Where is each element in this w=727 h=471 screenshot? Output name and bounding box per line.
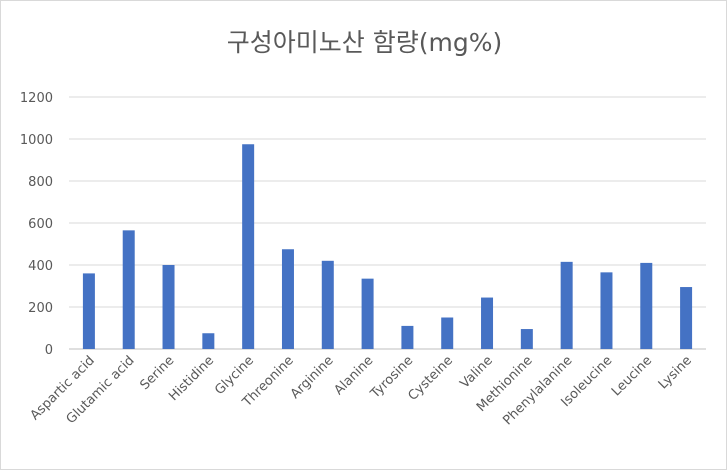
bar bbox=[441, 317, 454, 349]
chart-title: 구성아미노산 함량(mg%) bbox=[226, 28, 503, 57]
x-tick-label: Lysine bbox=[656, 353, 695, 392]
bar bbox=[680, 287, 693, 349]
x-tick-label: Phenylalanine bbox=[500, 353, 575, 428]
gridlines bbox=[69, 96, 706, 350]
bar bbox=[481, 297, 494, 349]
bars bbox=[82, 144, 693, 349]
y-tick-label: 0 bbox=[45, 343, 53, 358]
y-axis: 0 200 400 600 800 1000 1200 bbox=[20, 91, 53, 358]
bar bbox=[321, 260, 334, 349]
bar bbox=[281, 249, 294, 349]
bar bbox=[640, 262, 653, 349]
y-tick-label: 1200 bbox=[20, 91, 53, 106]
y-tick-label: 1000 bbox=[20, 133, 53, 148]
bar bbox=[401, 325, 414, 349]
y-tick-label: 200 bbox=[28, 301, 53, 316]
x-tick-label: Valine bbox=[457, 353, 495, 391]
bar bbox=[242, 144, 255, 349]
bar bbox=[361, 278, 374, 349]
bar bbox=[122, 230, 135, 349]
bar bbox=[82, 273, 95, 349]
y-tick-label: 400 bbox=[28, 259, 53, 274]
bar bbox=[202, 333, 215, 349]
bar bbox=[520, 329, 533, 349]
bar bbox=[600, 272, 613, 349]
x-tick-label: Arginine bbox=[288, 353, 337, 402]
bar bbox=[162, 265, 175, 349]
x-tick-label: Leucine bbox=[609, 353, 655, 399]
bar bbox=[560, 261, 573, 349]
y-tick-label: 800 bbox=[28, 175, 53, 190]
y-tick-label: 600 bbox=[28, 217, 53, 232]
